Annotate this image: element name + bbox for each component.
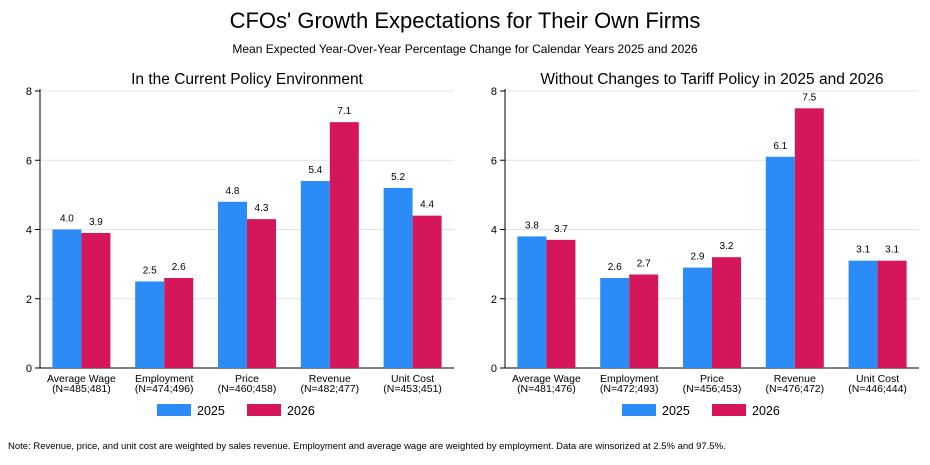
bar-2025 [383, 187, 413, 368]
bar-2026 [877, 260, 907, 368]
data-label-2026: 2.6 [172, 262, 186, 273]
legend-swatch-2026 [712, 404, 746, 416]
y-tick-label: 8 [491, 86, 497, 98]
x-tick-label: Average Wage [512, 373, 581, 385]
x-tick-sample-size: (N=453;451) [383, 383, 442, 395]
x-tick-label: Average Wage [47, 373, 116, 385]
x-tick-label: Price [700, 373, 724, 385]
bar-2026 [329, 122, 359, 368]
legend-swatch-2025 [622, 404, 656, 416]
x-tick-sample-size: (N=460;458) [218, 383, 277, 395]
legend-swatch-2026 [247, 404, 281, 416]
x-tick-sample-size: (N=472;493) [600, 383, 659, 395]
bar-2026 [546, 239, 576, 368]
legend-label-2025: 2025 [662, 404, 690, 418]
y-tick-label: 2 [491, 294, 497, 306]
bar-2026 [629, 274, 659, 368]
chart-panel-without-tariff-changes: Without Changes to Tariff Policy in 2025… [491, 71, 919, 418]
data-label-2026: 7.1 [337, 106, 351, 117]
x-tick-sample-size: (N=474;496) [135, 383, 194, 395]
legend-label-2026: 2026 [287, 404, 315, 418]
y-tick-label: 6 [491, 155, 497, 167]
bar-2025 [52, 229, 82, 368]
x-tick-sample-size: (N=476;472) [765, 383, 824, 395]
data-label-2025: 5.2 [391, 172, 405, 183]
data-label-2025: 2.6 [608, 262, 622, 273]
legend-swatch-2025 [157, 404, 191, 416]
data-label-2026: 3.7 [554, 224, 568, 235]
bar-2025 [683, 267, 712, 368]
y-tick-label: 6 [26, 155, 32, 167]
data-label-2026: 2.7 [637, 259, 651, 270]
x-tick-sample-size: (N=482;477) [300, 383, 359, 395]
panel-title: Without Changes to Tariff Policy in 2025… [540, 71, 883, 88]
x-tick-label: Employment [135, 373, 193, 385]
y-tick-label: 0 [26, 363, 32, 375]
x-tick-sample-size: (N=485;481) [52, 383, 111, 395]
data-label-2025: 2.9 [691, 252, 705, 263]
x-tick-sample-size: (N=481;476) [517, 383, 576, 395]
bar-2025 [848, 260, 878, 368]
bar-2025 [600, 277, 630, 368]
x-tick-label: Revenue [774, 373, 816, 385]
data-label-2025: 5.4 [308, 165, 322, 176]
bar-2026 [712, 257, 741, 368]
y-tick-label: 8 [26, 86, 32, 98]
data-label-2025: 2.5 [143, 265, 157, 276]
footnote: Note: Revenue, price, and unit cost are … [8, 441, 726, 452]
x-tick-sample-size: (N=456;453) [683, 383, 742, 395]
y-tick-label: 4 [491, 225, 497, 237]
x-tick-label: Employment [600, 373, 658, 385]
data-label-2026: 4.3 [255, 203, 269, 214]
data-label-2025: 3.8 [525, 220, 539, 231]
data-label-2026: 4.4 [420, 200, 434, 211]
data-label-2026: 3.1 [885, 245, 899, 256]
chart-panel-current-policy: In the Current Policy Environment 0 2 4 6 8 4.… [26, 71, 454, 418]
data-label-2026: 3.9 [89, 217, 103, 228]
data-label-2026: 7.5 [802, 92, 816, 103]
bar-2026 [247, 219, 276, 368]
figure-title: CFOs' Growth Expectations for Their Own … [229, 8, 701, 33]
data-label-2025: 4.8 [226, 186, 240, 197]
bar-2026 [412, 215, 442, 368]
x-tick-label: Revenue [309, 373, 351, 385]
bar-2026 [164, 277, 194, 368]
legend-label-2026: 2026 [752, 404, 780, 418]
legend-label-2025: 2025 [197, 404, 225, 418]
bar-2026 [81, 232, 111, 368]
bar-2026 [794, 108, 824, 368]
y-tick-label: 2 [26, 294, 32, 306]
y-tick-label: 0 [491, 363, 497, 375]
bar-2025 [135, 281, 165, 368]
data-label-2025: 3.1 [856, 245, 870, 256]
figure-subtitle: Mean Expected Year-Over-Year Percentage … [232, 42, 698, 56]
data-label-2026: 3.2 [720, 241, 734, 252]
data-label-2025: 6.1 [773, 141, 787, 152]
panel-title: In the Current Policy Environment [131, 71, 363, 88]
y-tick-label: 4 [26, 225, 32, 237]
x-tick-label: Unit Cost [391, 373, 434, 385]
bar-2025 [765, 156, 795, 368]
x-tick-label: Unit Cost [856, 373, 899, 385]
x-tick-sample-size: (N=446;444) [848, 383, 907, 395]
x-tick-label: Price [235, 373, 259, 385]
bar-2025 [300, 181, 330, 368]
bar-2025 [218, 201, 247, 368]
bar-2025 [517, 236, 547, 368]
data-label-2025: 4.0 [60, 214, 74, 225]
